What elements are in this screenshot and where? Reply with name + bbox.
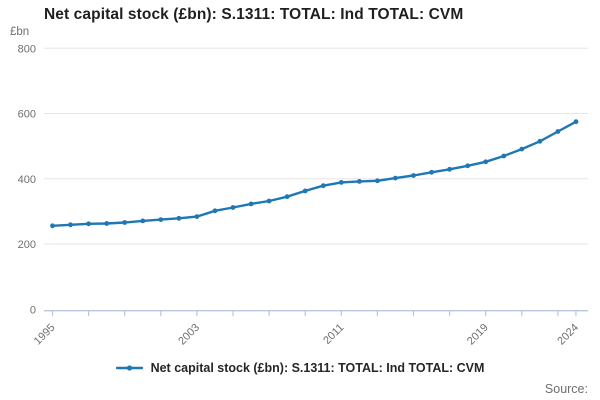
legend-item[interactable]: Net capital stock (£bn): S.1311: TOTAL: … [115,361,485,375]
legend-marker-icon [115,363,144,373]
data-point-marker[interactable] [158,217,164,223]
y-axis-tick-label: 800 [18,43,36,55]
data-point-marker[interactable] [194,214,200,220]
data-point-marker[interactable] [68,222,73,228]
data-point-marker[interactable] [284,194,290,200]
y-axis-unit-label: £bn [10,26,30,38]
data-point-marker[interactable] [573,119,579,125]
data-point-marker[interactable] [429,169,434,175]
y-axis-tick-label: 200 [18,239,36,251]
y-axis-tick-label: 600 [18,109,36,121]
data-point-marker[interactable] [411,173,416,178]
chart-canvas: 0 200 400 600 800 1995 2003 2011 2019 2024 [18,43,588,348]
data-point-marker[interactable] [266,198,272,204]
source-label: Source: [544,382,588,396]
x-axis-tick-label: 2019 [465,322,491,348]
data-point-marker[interactable] [230,205,236,210]
data-point-marker[interactable] [122,220,128,225]
data-point-marker[interactable] [375,178,380,184]
data-point-marker[interactable] [212,208,218,214]
y-axis-tick-label: 400 [18,174,36,186]
y-axis-tick-label: 0 [30,304,36,316]
data-point-marker[interactable] [393,175,398,181]
data-point-marker[interactable] [555,129,561,134]
data-point-marker[interactable] [537,138,543,144]
data-point-marker[interactable] [357,179,362,184]
data-point-marker[interactable] [447,166,452,172]
data-point-marker[interactable] [104,221,110,226]
x-axis-tick-label: 2011 [321,322,346,347]
data-point-marker[interactable] [140,218,146,224]
data-point-marker[interactable] [176,215,182,221]
data-point-marker[interactable] [501,153,507,159]
data-point-marker[interactable] [50,223,55,229]
data-point-marker[interactable] [86,221,91,227]
data-point-marker[interactable] [320,183,326,189]
chart-title: Net capital stock (£bn): S.1311: TOTAL: … [44,6,464,23]
data-point-marker[interactable] [248,201,254,207]
x-axis-tick-label: 2024 [555,322,581,348]
data-point-marker[interactable] [302,188,308,194]
data-point-marker[interactable] [483,159,489,165]
series-line [51,120,578,228]
legend-label: Net capital stock (£bn): S.1311: TOTAL: … [150,361,485,375]
data-point-marker[interactable] [338,180,344,185]
x-axis-tick-label: 2003 [176,322,202,348]
data-point-marker[interactable] [465,163,471,169]
data-point-marker[interactable] [519,146,525,152]
chart-legend: Net capital stock (£bn): S.1311: TOTAL: … [0,361,600,375]
x-axis-tick-label: 1995 [32,322,58,348]
